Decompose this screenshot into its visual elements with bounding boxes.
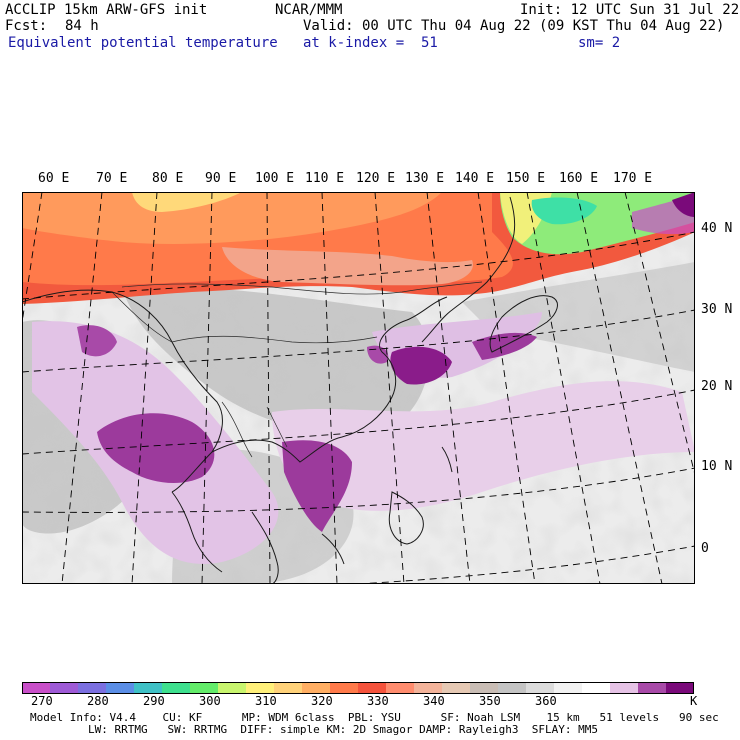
- colorbar-tick-label: 330: [367, 694, 389, 708]
- colorbar-tick-label: 350: [479, 694, 501, 708]
- colorbar-segment: [554, 682, 583, 694]
- smoothing-info: sm= 2: [578, 35, 621, 51]
- colorbar-segment: [666, 682, 694, 694]
- longitude-label: 80 E: [152, 171, 184, 186]
- purple-core-west: [77, 325, 117, 357]
- purple-core-central: [367, 345, 389, 364]
- longitude-label: 90 E: [205, 171, 237, 186]
- latitude-label: 10 N: [701, 459, 733, 474]
- colorbar-segment: [162, 682, 191, 694]
- colorbar-segment: [22, 682, 51, 694]
- colorbar-tick-label: 360: [535, 694, 557, 708]
- model-info-line2: LW: RRTMG SW: RRTMG DIFF: simple KM: 2D …: [88, 723, 598, 736]
- purple-core-japan: [472, 332, 537, 360]
- latitude-label: 40 N: [701, 221, 733, 236]
- valid-time: Valid: 00 UTC Thu 04 Aug 22 (09 KST Thu …: [303, 18, 725, 34]
- colorbar-tick-label: 310: [255, 694, 277, 708]
- longitude-label: 150 E: [506, 171, 546, 186]
- colorbar-segment: [190, 682, 219, 694]
- field-name: Equivalent potential temperature: [8, 35, 278, 51]
- colorbar-tick-label: 290: [143, 694, 165, 708]
- violet-band-pacific: [272, 381, 695, 511]
- longitude-label: 160 E: [559, 171, 599, 186]
- graticule: [22, 192, 695, 584]
- purple-core-bay-of-bengal: [97, 413, 215, 484]
- cool-region-purple: [672, 192, 695, 217]
- colorbar-segment: [246, 682, 275, 694]
- longitude-label: 110 E: [305, 171, 345, 186]
- cool-region-teal: [531, 197, 597, 225]
- colorbar-segment: [582, 682, 611, 694]
- country-borders: [111, 281, 483, 458]
- colorbar-segment: [78, 682, 107, 694]
- forecast-hour: 84 h: [65, 18, 99, 34]
- latitude-label: 0: [701, 541, 709, 556]
- level-info: at k-index = 51: [303, 35, 438, 51]
- colorbar-segment: [218, 682, 247, 694]
- latitude-label: 30 N: [701, 302, 733, 317]
- warm-band-yellow: [132, 192, 242, 212]
- colorbar-segment: [274, 682, 303, 694]
- colorbar-segment: [414, 682, 443, 694]
- purple-core-east-china-sea: [390, 346, 452, 385]
- colorbar-segment: [50, 682, 79, 694]
- longitude-label: 170 E: [613, 171, 653, 186]
- colorbar-tick-label: 270: [31, 694, 53, 708]
- model-info-line1: Model Info: V4.4 CU: KF MP: WDM 6class P…: [30, 711, 719, 724]
- model-title: ACCLIP 15km ARW-GFS init: [5, 2, 208, 18]
- colorbar-tick-label: 340: [423, 694, 445, 708]
- colorbar: [22, 682, 694, 694]
- colorbar-tick-label: 320: [311, 694, 333, 708]
- colorbar-segment: [610, 682, 639, 694]
- colorbar-segment: [106, 682, 135, 694]
- longitude-label: 100 E: [255, 171, 295, 186]
- colorbar-segment: [526, 682, 555, 694]
- colorbar-segment: [330, 682, 359, 694]
- colorbar-segment: [498, 682, 527, 694]
- equivalent-potential-temperature-map: [22, 192, 695, 584]
- coastlines: [22, 196, 558, 584]
- colorbar-segment: [386, 682, 415, 694]
- colorbar-segment: [302, 682, 331, 694]
- longitude-label: 140 E: [455, 171, 495, 186]
- colorbar-segment: [442, 682, 471, 694]
- colorbar-tick-label: 280: [87, 694, 109, 708]
- init-time: Init: 12 UTC Sun 31 Jul 22: [520, 2, 740, 18]
- colorbar-segment: [470, 682, 499, 694]
- longitude-label: 70 E: [96, 171, 128, 186]
- colorbar-tick-label: 300: [199, 694, 221, 708]
- map-frame: [22, 192, 695, 584]
- longitude-label: 60 E: [38, 171, 70, 186]
- org-label: NCAR/MMM: [275, 2, 343, 18]
- colorbar-segment: [358, 682, 387, 694]
- forecast-label: Fcst:: [5, 18, 48, 34]
- latitude-label: 20 N: [701, 379, 733, 394]
- warm-band-salmon: [222, 247, 473, 286]
- longitude-label: 130 E: [405, 171, 445, 186]
- warm-band-orange: [22, 192, 442, 244]
- colorbar-segment: [638, 682, 667, 694]
- colorbar-unit: K: [690, 694, 698, 708]
- longitude-label: 120 E: [356, 171, 396, 186]
- colorbar-segment: [134, 682, 163, 694]
